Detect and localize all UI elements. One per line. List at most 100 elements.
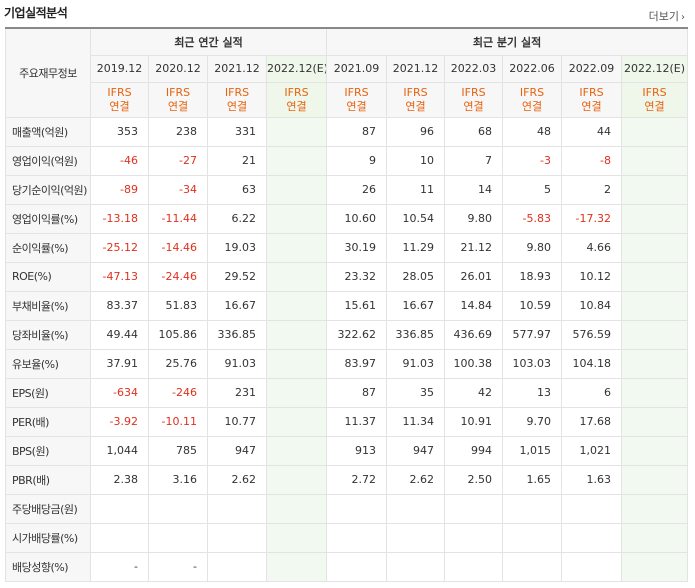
metric-value: 21.12 [444, 232, 504, 263]
metric-value [502, 493, 563, 524]
metric-value: 10.12 [561, 261, 623, 292]
metric-value: 35 [386, 377, 446, 408]
metric-value: 10.59 [502, 290, 563, 321]
metric-value: 91.03 [207, 348, 267, 379]
metric-label: ROE(%) [5, 261, 91, 292]
metric-value: 48 [502, 116, 563, 147]
metric-value: 785 [148, 435, 208, 466]
metric-value: 2.62 [207, 464, 267, 495]
metric-label: 배당성향(%) [5, 551, 91, 582]
metric-value: 15.61 [326, 290, 388, 321]
metric-value [265, 319, 328, 350]
period-label: 2022.12(E) [621, 54, 689, 83]
metric-label: PBR(배) [5, 464, 91, 495]
metric-value [621, 145, 689, 176]
period-label: 2019.12 [90, 54, 149, 83]
metric-label: 영업이익(억원) [5, 145, 91, 176]
accounting-standard: IFRS 연결 [444, 81, 504, 118]
metric-value: 11.34 [386, 406, 446, 437]
metric-value: 91.03 [386, 348, 446, 379]
metric-value: 2.50 [444, 464, 504, 495]
accounting-standard: IFRS 연결 [561, 81, 623, 118]
standard-label: IFRS [107, 85, 132, 99]
table-row: 유보율(%) 37.91 25.76 91.03 83.97 91.03 100.38 103… [5, 348, 689, 379]
table-row: EPS(원) -634 -246 231 87 35 42 13 6 [5, 377, 689, 408]
metric-value: 913 [326, 435, 388, 466]
metric-value: 994 [444, 435, 504, 466]
metric-value [265, 232, 328, 263]
metric-label: PER(배) [5, 406, 91, 437]
table-row: BPS(원) 1,044 785 947 913 947 994 1,015 1,021 [5, 435, 689, 466]
accounting-standard: IFRS 연결 [148, 81, 208, 118]
basis-label: 연결 [226, 99, 248, 113]
table-row: PER(배) -3.92 -10.11 10.77 11.37 11.34 10.91 9.7… [5, 406, 689, 437]
metric-value: 336.85 [386, 319, 446, 350]
metric-value: -5.83 [502, 203, 563, 234]
table-row: 시가배당률(%) [5, 522, 689, 553]
period-label: 2022.06 [502, 54, 563, 83]
metric-value [561, 551, 623, 582]
metric-value [561, 493, 623, 524]
metric-value [621, 261, 689, 292]
period-label: 2022.12(E) [265, 54, 328, 83]
metric-value [90, 493, 149, 524]
metric-value [561, 522, 623, 553]
metric-value: 25.76 [148, 348, 208, 379]
standard-label: IFRS [519, 85, 545, 99]
accounting-standard: IFRS 연결 [265, 81, 328, 118]
metric-value [265, 377, 328, 408]
metric-label: 시가배당률(%) [5, 522, 91, 553]
metric-value [265, 551, 328, 582]
metric-value [621, 377, 689, 408]
metric-value: 9.70 [502, 406, 563, 437]
metric-value [265, 406, 328, 437]
metric-value: 10.91 [444, 406, 504, 437]
metric-value: 28.05 [386, 261, 446, 292]
metric-label: 순이익률(%) [5, 232, 91, 263]
metric-value: 30.19 [326, 232, 388, 263]
period-label: 2020.12 [148, 54, 208, 83]
period-label: 2021.09 [326, 54, 388, 83]
metric-value: 1,021 [561, 435, 623, 466]
metric-value: 87 [326, 377, 388, 408]
accounting-standard: IFRS 연결 [326, 81, 388, 118]
metric-value: 16.67 [207, 290, 267, 321]
metric-value: -246 [148, 377, 208, 408]
table-row: 주당배당금(원) [5, 493, 689, 524]
standard-label: IFRS [642, 85, 667, 99]
metric-value [265, 522, 328, 553]
period-label: 2021.12 [386, 54, 446, 83]
quarterly-results-header: 최근 분기 실적 [326, 27, 689, 56]
metric-value: 83.37 [90, 290, 149, 321]
metric-label: 유보율(%) [5, 348, 91, 379]
metric-value: 336.85 [207, 319, 267, 350]
accounting-standard: IFRS 연결 [621, 81, 689, 118]
metric-value: 1,015 [502, 435, 563, 466]
metric-value: -34 [148, 174, 208, 205]
metric-value [621, 174, 689, 205]
period-group-header-row: 주요재무정보 최근 연간 실적 최근 분기 실적 [5, 27, 689, 118]
metric-value: 436.69 [444, 319, 504, 350]
metric-label: 주당배당금(원) [5, 493, 91, 524]
metric-value [621, 406, 689, 437]
metric-value: 10.54 [386, 203, 446, 234]
metric-value: -11.44 [148, 203, 208, 234]
table-row: ROE(%) -47.13 -24.46 29.52 23.32 28.05 26.01 18… [5, 261, 689, 292]
metric-value: 23.32 [326, 261, 388, 292]
metric-value [386, 551, 446, 582]
metric-value: 576.59 [561, 319, 623, 350]
metric-value [265, 348, 328, 379]
metric-value: 7 [444, 145, 504, 176]
basis-label: 연결 [286, 99, 307, 113]
metric-value: 63 [207, 174, 267, 205]
metric-value [265, 435, 328, 466]
metric-label: EPS(원) [5, 377, 91, 408]
basis-label: 연결 [167, 99, 189, 113]
metric-value: 14.84 [444, 290, 504, 321]
metric-value [621, 435, 689, 466]
metric-value [444, 551, 504, 582]
more-link[interactable]: 더보기 › [648, 10, 685, 23]
metric-value: 2.62 [386, 464, 446, 495]
metric-value: 37.91 [90, 348, 149, 379]
accounting-standard-row: IFRS 연결 IFRS 연결 IFRS 연결 IFRS 연결 IFRS 연결 IFRS 연결 IFRS… [6, 81, 689, 118]
